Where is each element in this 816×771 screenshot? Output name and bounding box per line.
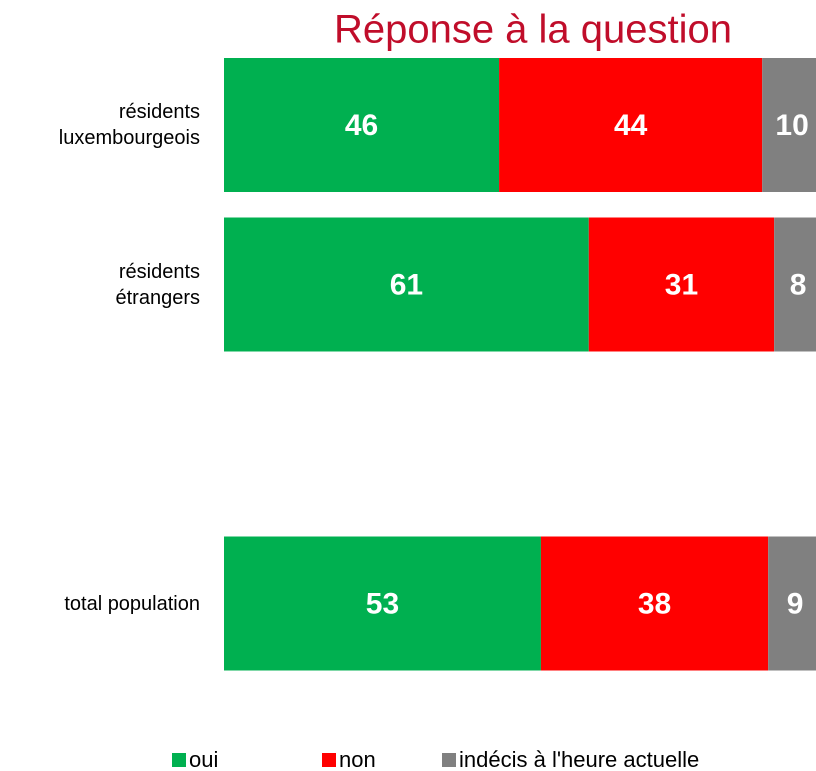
legend-swatch (442, 753, 456, 767)
data-label: 44 (614, 109, 648, 142)
data-label: 53 (366, 587, 399, 620)
chart-title: Réponse à la question (334, 8, 732, 52)
legend-label: non (339, 747, 376, 771)
data-label: 31 (665, 268, 698, 301)
legend-swatch (322, 753, 336, 767)
bar-segment (224, 217, 589, 352)
legend-label: indécis à l'heure actuelle (459, 747, 699, 771)
bar-segment (224, 58, 500, 192)
data-label: 61 (390, 268, 423, 301)
bar-segment (762, 58, 816, 192)
data-label: 38 (638, 587, 671, 620)
legend-swatch (172, 753, 186, 767)
data-label: 46 (345, 109, 378, 142)
bar-segment (768, 536, 816, 671)
bar-segment (588, 217, 775, 352)
bar-segment (499, 58, 763, 192)
data-label: 9 (787, 587, 804, 620)
category-label: résidents étrangers (115, 260, 201, 309)
bar-segment (540, 536, 769, 671)
bar-segment (224, 536, 541, 671)
data-label: 10 (775, 109, 808, 142)
bar-segment (774, 217, 816, 352)
category-label: résidents luxembourgeois (58, 101, 200, 149)
legend-label: oui (189, 747, 218, 771)
data-label: 8 (790, 268, 807, 301)
category-label: total population (64, 592, 200, 615)
